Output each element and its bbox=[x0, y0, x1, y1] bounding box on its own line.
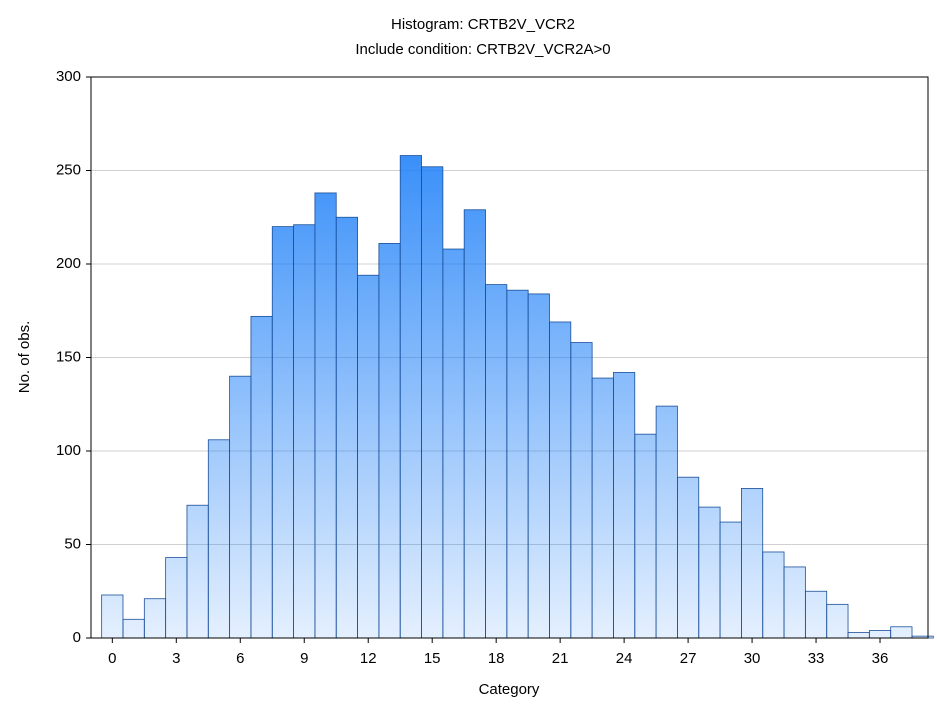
bar bbox=[698, 506, 721, 639]
bar bbox=[101, 594, 124, 639]
bar bbox=[591, 377, 614, 639]
bar bbox=[207, 439, 231, 639]
x-tick-label: 21 bbox=[552, 650, 569, 667]
x-axis-label: Category bbox=[479, 681, 540, 698]
bar bbox=[335, 216, 358, 639]
bar bbox=[229, 375, 252, 639]
chart-title: Histogram: CRTB2V_VCR2 bbox=[391, 16, 575, 33]
plot-frame bbox=[90, 76, 929, 639]
bar bbox=[421, 166, 444, 639]
x-tick-label: 3 bbox=[172, 650, 180, 667]
y-tick-label: 150 bbox=[56, 348, 81, 365]
y-tick-label: 250 bbox=[56, 161, 81, 178]
bar bbox=[271, 226, 294, 639]
bar bbox=[485, 284, 508, 639]
bar bbox=[314, 192, 337, 639]
bar bbox=[399, 155, 422, 639]
bar bbox=[357, 274, 380, 639]
bar bbox=[890, 626, 913, 639]
bar bbox=[613, 372, 636, 639]
x-tick-label: 24 bbox=[616, 650, 633, 667]
x-tick-label: 9 bbox=[300, 650, 308, 667]
y-tick-label: 100 bbox=[56, 442, 81, 459]
bar bbox=[741, 487, 764, 639]
bar bbox=[634, 433, 657, 639]
x-tick-label: 27 bbox=[680, 650, 697, 667]
bar bbox=[655, 405, 678, 639]
bar bbox=[506, 289, 529, 639]
chart-subtitle: Include condition: CRTB2V_VCR2A>0 bbox=[355, 41, 610, 58]
x-tick-label: 36 bbox=[872, 650, 889, 667]
x-tick-label: 12 bbox=[360, 650, 377, 667]
bar bbox=[549, 321, 572, 639]
bar bbox=[378, 243, 401, 639]
bar bbox=[143, 598, 167, 639]
bar bbox=[463, 209, 486, 639]
x-tick-label: 6 bbox=[236, 650, 244, 667]
bar bbox=[783, 566, 806, 639]
x-tick-label: 33 bbox=[808, 650, 825, 667]
y-tick-label: 0 bbox=[73, 629, 81, 646]
y-tick-label: 50 bbox=[64, 535, 81, 552]
x-tick-label: 18 bbox=[488, 650, 505, 667]
bar bbox=[250, 315, 273, 639]
y-tick-label: 200 bbox=[56, 255, 81, 272]
y-axis-label: No. of obs. bbox=[16, 321, 33, 394]
bar bbox=[186, 504, 209, 639]
bar bbox=[527, 293, 550, 639]
y-tick-label: 300 bbox=[56, 68, 81, 85]
bar bbox=[165, 557, 188, 639]
x-tick-label: 15 bbox=[424, 650, 441, 667]
bar bbox=[677, 476, 700, 639]
bar bbox=[122, 618, 145, 639]
bar bbox=[868, 630, 892, 639]
bar bbox=[826, 603, 849, 639]
bar bbox=[570, 342, 593, 639]
bar bbox=[719, 521, 742, 639]
bar bbox=[847, 631, 870, 639]
bar bbox=[762, 551, 785, 639]
x-tick-label: 30 bbox=[744, 650, 761, 667]
bar bbox=[293, 224, 316, 639]
bar bbox=[804, 590, 828, 639]
bar bbox=[442, 248, 465, 639]
x-tick-label: 0 bbox=[108, 650, 116, 667]
